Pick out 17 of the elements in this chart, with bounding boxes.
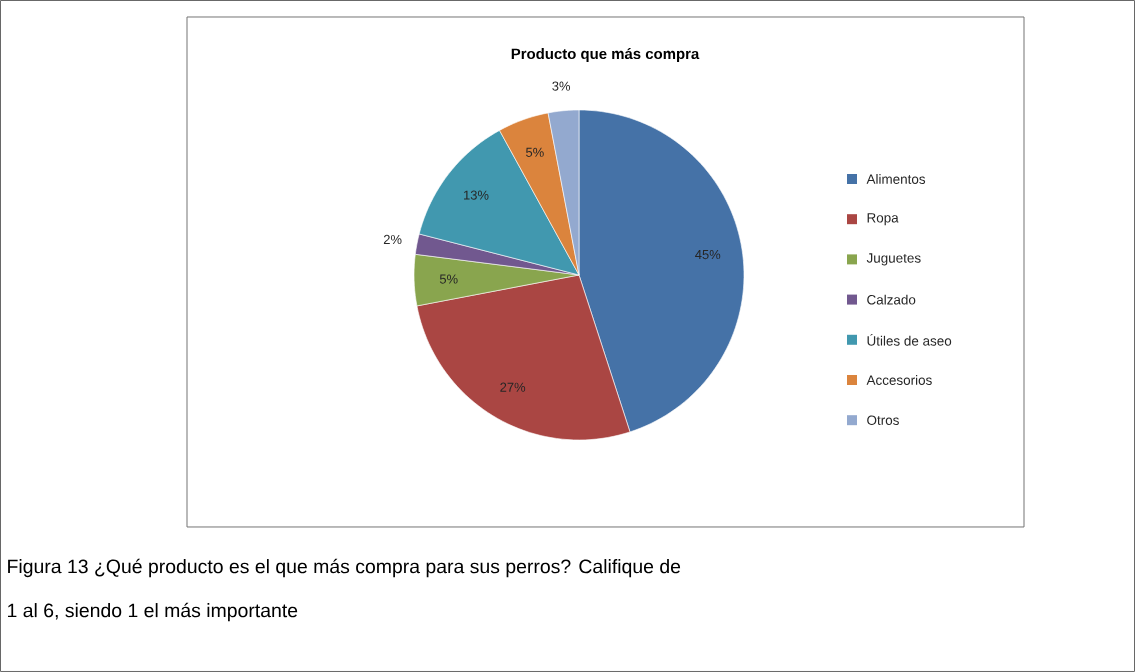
legend-label: Accesorios [866,375,932,385]
data-label: 3% [552,81,571,91]
data-label: 2% [383,234,402,244]
data-label: 5% [526,147,544,157]
data-label: 5% [439,274,458,284]
legend-label: Útiles de aseo [867,333,952,346]
data-label: 45% [695,250,721,260]
chart-title: Producto que más compra [511,47,700,63]
legend-label: Otros [867,415,899,425]
legend-label: Calzado [867,294,916,305]
data-label: 13% [464,190,489,200]
data-label: 27% [500,382,526,392]
text: 1 al 6, siendo 1 el más importante [8,602,298,622]
legend-label: Alimentos [866,174,926,184]
legend-label: Juguetes [866,253,921,266]
text: Figura 13 ¿Qué producto es el que más compra para sus perros? Califique de [8,558,681,578]
legend-label: Ropa [867,213,899,226]
